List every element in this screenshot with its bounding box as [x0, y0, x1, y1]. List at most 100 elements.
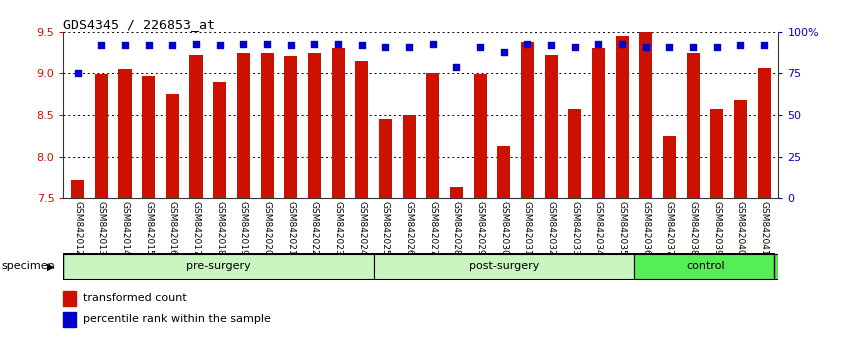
Bar — [758, 68, 771, 198]
Text: GSM842026: GSM842026 — [404, 201, 414, 256]
Text: percentile rank within the sample: percentile rank within the sample — [84, 314, 272, 325]
Bar — [711, 109, 723, 198]
Bar — [403, 115, 415, 198]
Point — [449, 64, 463, 70]
Point — [308, 41, 321, 46]
Bar — [634, 253, 778, 279]
Bar — [355, 61, 368, 198]
Text: GSM842029: GSM842029 — [475, 201, 485, 256]
Text: GSM842023: GSM842023 — [333, 201, 343, 256]
Text: GSM842012: GSM842012 — [73, 201, 82, 256]
Text: GSM842041: GSM842041 — [760, 201, 769, 256]
Text: GSM842032: GSM842032 — [547, 201, 556, 256]
Text: GSM842013: GSM842013 — [96, 201, 106, 256]
Text: GSM842028: GSM842028 — [452, 201, 461, 256]
Text: GSM842033: GSM842033 — [570, 201, 580, 256]
Point — [568, 44, 581, 50]
Text: GSM842024: GSM842024 — [357, 201, 366, 256]
Text: GSM842038: GSM842038 — [689, 201, 698, 256]
Point — [118, 42, 132, 48]
Bar — [592, 48, 605, 198]
Bar — [545, 55, 558, 198]
Bar — [237, 53, 250, 198]
Bar — [379, 119, 392, 198]
Bar — [308, 53, 321, 198]
Text: GSM842037: GSM842037 — [665, 201, 674, 256]
Text: GSM842025: GSM842025 — [381, 201, 390, 256]
Bar — [63, 253, 374, 279]
Point — [615, 41, 629, 46]
Text: ▶: ▶ — [47, 261, 54, 272]
Bar — [687, 53, 700, 198]
Bar — [63, 291, 76, 306]
Text: GSM842020: GSM842020 — [262, 201, 272, 256]
Point — [757, 42, 771, 48]
Bar — [142, 76, 155, 198]
Bar — [71, 180, 84, 198]
Point — [733, 42, 747, 48]
Point — [332, 41, 345, 46]
Text: GSM842040: GSM842040 — [736, 201, 745, 256]
Text: GSM842021: GSM842021 — [286, 201, 295, 256]
Text: GSM842019: GSM842019 — [239, 201, 248, 256]
Text: GSM842017: GSM842017 — [191, 201, 201, 256]
Bar — [474, 74, 486, 198]
Text: GSM842030: GSM842030 — [499, 201, 508, 256]
Text: control: control — [687, 261, 725, 272]
Point — [213, 42, 227, 48]
Point — [95, 42, 108, 48]
Point — [355, 42, 369, 48]
Bar — [95, 74, 107, 198]
Text: transformed count: transformed count — [84, 293, 187, 303]
Point — [190, 41, 203, 46]
Bar — [118, 69, 131, 198]
Point — [520, 41, 534, 46]
Bar — [734, 100, 747, 198]
Point — [237, 41, 250, 46]
Point — [142, 42, 156, 48]
Bar — [190, 55, 202, 198]
Point — [403, 44, 416, 50]
Point — [497, 49, 510, 55]
Bar — [374, 253, 634, 279]
Bar — [166, 94, 179, 198]
Text: GSM842016: GSM842016 — [168, 201, 177, 256]
Point — [591, 41, 605, 46]
Bar — [332, 48, 344, 198]
Bar — [63, 312, 76, 327]
Text: GSM842018: GSM842018 — [215, 201, 224, 256]
Point — [426, 41, 439, 46]
Point — [284, 42, 298, 48]
Point — [166, 42, 179, 48]
Text: GSM842022: GSM842022 — [310, 201, 319, 256]
Point — [261, 41, 274, 46]
Bar — [616, 36, 629, 198]
Bar — [261, 53, 273, 198]
Point — [686, 44, 700, 50]
Bar — [497, 146, 510, 198]
Text: GSM842027: GSM842027 — [428, 201, 437, 256]
Bar — [450, 187, 463, 198]
Point — [662, 44, 676, 50]
Bar — [521, 42, 534, 198]
Bar — [426, 73, 439, 198]
Bar — [284, 56, 297, 198]
Bar — [213, 82, 226, 198]
Text: GSM842036: GSM842036 — [641, 201, 651, 256]
Text: GSM842015: GSM842015 — [144, 201, 153, 256]
Point — [473, 44, 486, 50]
Text: GSM842014: GSM842014 — [120, 201, 129, 256]
Bar — [569, 109, 581, 198]
Text: post-surgery: post-surgery — [469, 261, 539, 272]
Point — [544, 42, 558, 48]
Bar — [663, 136, 676, 198]
Point — [639, 44, 652, 50]
Text: GSM842039: GSM842039 — [712, 201, 722, 256]
Text: GDS4345 / 226853_at: GDS4345 / 226853_at — [63, 18, 216, 31]
Bar — [640, 32, 652, 198]
Point — [379, 44, 393, 50]
Text: GSM842034: GSM842034 — [594, 201, 603, 256]
Point — [71, 70, 85, 76]
Text: specimen: specimen — [2, 261, 56, 272]
Text: GSM842031: GSM842031 — [523, 201, 532, 256]
